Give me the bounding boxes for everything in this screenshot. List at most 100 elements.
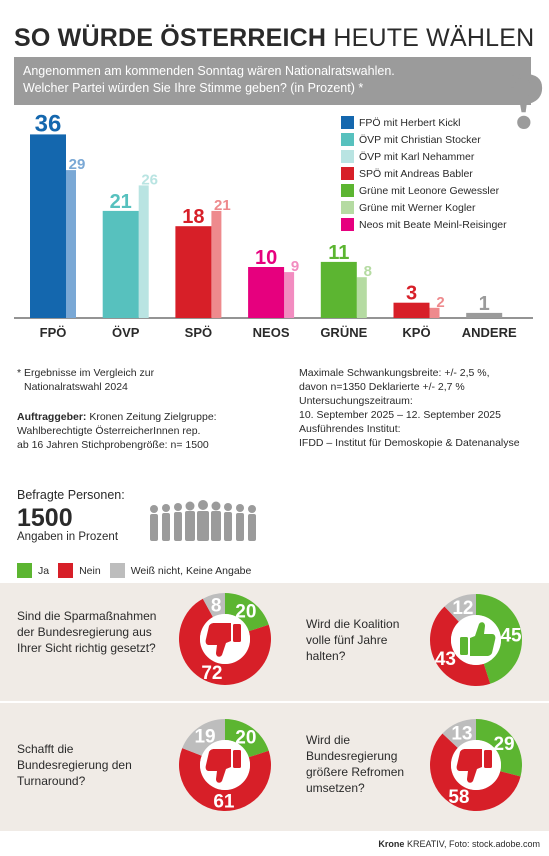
people-group-icon: [150, 500, 256, 541]
legend-swatch: [341, 116, 354, 129]
bar-previous: [211, 210, 222, 318]
donut-slice: [179, 748, 271, 811]
bar-previous: [138, 185, 149, 318]
donut-value-label: 72: [201, 663, 222, 684]
response-legend-swatch: [58, 563, 74, 578]
donut-value-label: 20: [235, 727, 256, 748]
bar-current-label: 18: [182, 206, 204, 228]
donut-slice: [225, 593, 269, 632]
donut-value-label: 29: [493, 734, 514, 755]
legend-swatch: [341, 167, 354, 180]
thumbs-down-icon: [456, 749, 492, 783]
bar-previous-label: 8: [364, 263, 372, 280]
legend-item: Neos mit Beate Meinl-Reisinger: [341, 216, 507, 233]
thumbs-up-icon: [460, 622, 496, 656]
donut-value-label: 45: [500, 625, 522, 646]
donut-value-label: 12: [452, 598, 473, 619]
legend-item: ÖVP mit Karl Nehammer: [341, 148, 507, 165]
legend-item: Grüne mit Leonore Gewessler: [341, 182, 507, 199]
donut-slice: [202, 593, 225, 618]
donut-slice: [476, 594, 522, 684]
legend-swatch: [341, 184, 354, 197]
donut-value-label: 61: [213, 791, 235, 812]
response-legend-item: Weiß nicht, Keine Angabe: [109, 563, 252, 578]
response-legend-label: Ja: [38, 564, 50, 577]
question-coalition: Wird die Koalition volle fünf Jahre halt…: [306, 617, 400, 663]
bar-previous-label: 26: [141, 171, 158, 188]
bar-current: [30, 134, 66, 318]
legend-label: FPÖ mit Herbert Kickl: [359, 116, 461, 129]
comparison-note-line-2: Nationalratswahl 2024: [24, 381, 128, 393]
response-legend-swatch: [17, 563, 32, 578]
bar-previous: [284, 272, 295, 318]
donut-value-label: 43: [435, 649, 456, 670]
legend-label: Neos mit Beate Meinl-Reisinger: [359, 218, 507, 231]
response-legend-item: Ja: [17, 563, 49, 578]
period-label: Untersuchungszeitraum:: [299, 395, 413, 407]
method-note: Maximale Schwankungsbreite: +/- 2,5 %, d…: [299, 366, 520, 450]
bar-current: [175, 226, 212, 318]
bar-previous: [66, 170, 76, 318]
bar-current: [248, 267, 285, 318]
bar-current-label: 11: [328, 242, 349, 264]
legend-label: Grüne mit Leonore Gewessler: [359, 184, 500, 197]
page-title: SO WÜRDE ÖSTERREICH HEUTE WÄHLEN: [14, 24, 534, 53]
donut-value-label: 19: [194, 727, 215, 748]
question-mark-icon: ?: [506, 55, 547, 146]
respondents-value: 1500: [17, 504, 73, 532]
bar-previous-label: 9: [291, 258, 299, 275]
credits-text: KREATIV, Foto: stock.adobe.com: [404, 839, 540, 849]
legend-swatch: [341, 133, 354, 146]
donut-slice: [476, 719, 522, 777]
margin-line-2: davon n=1350 Deklarierte +/- 2,7 %: [299, 381, 465, 393]
client-label: Auftraggeber:: [17, 411, 87, 423]
legend-item: ÖVP mit Christian Stocker: [341, 131, 507, 148]
margin-line-1: Maximale Schwankungsbreite: +/- 2,5 %,: [299, 367, 490, 379]
respondents-label: Befragte Personen:: [17, 488, 125, 502]
thumbs-down-icon: [205, 623, 241, 657]
donut-slice: [225, 719, 269, 758]
bar-current: [102, 210, 139, 318]
response-legend: Ja Nein Weiß nicht, Keine Angabe: [17, 563, 260, 578]
client-value: Kronen Zeitung Zielgruppe:: [86, 411, 217, 423]
institute-value: IFDD – Institut für Demoskopie & Datenan…: [299, 437, 520, 449]
target-group-line-2: Wahlberechtigte ÖsterreicherInnen rep.: [17, 425, 201, 437]
legend-label: ÖVP mit Karl Nehammer: [359, 150, 475, 163]
reforms-donut: 29 58 13: [430, 719, 522, 811]
comparison-note: * Ergebnisse im Vergleich zur Nationalra…: [17, 366, 154, 394]
donut-slice: [442, 719, 476, 748]
period-value: 10. September 2025 – 12. September 2025: [299, 409, 501, 421]
bar-current-label: 10: [255, 247, 277, 269]
legend-label: ÖVP mit Christian Stocker: [359, 133, 481, 146]
bar-previous: [429, 307, 440, 318]
question-reforms: Wird die Bundesregierung größere Refrome…: [306, 733, 405, 795]
austerity-donut: 20 72 8: [179, 593, 271, 685]
donut-value-label: 20: [235, 601, 256, 622]
legend-label: SPÖ mit Andreas Babler: [359, 167, 473, 180]
donut-slice: [179, 598, 271, 685]
category-label: SPÖ: [185, 325, 212, 340]
category-label: ÖVP: [112, 325, 140, 340]
response-legend-label: Weiß nicht, Keine Angabe: [130, 564, 252, 577]
legend-item: SPÖ mit Andreas Babler: [341, 165, 507, 182]
response-legend-label: Nein: [79, 564, 101, 577]
institute-label: Ausführendes Institut:: [299, 423, 401, 435]
party-bar-chart: 29 36 FPÖ 26 21 ÖVP 21 18 SPÖ 9 10 NEOS 8 11 GRÜNE 2 3 KP…: [14, 110, 533, 340]
legend-label: Grüne mit Werner Kogler: [359, 201, 476, 214]
bar-current-label: 21: [110, 191, 132, 213]
donut-value-label: 13: [451, 723, 472, 744]
question-line-1: Angenommen am kommenden Sonntag wären Na…: [23, 64, 395, 78]
category-label: FPÖ: [40, 325, 67, 340]
question-turnaround: Schafft die Bundesregierung den Turnarou…: [17, 742, 132, 788]
category-label: KPÖ: [402, 325, 430, 340]
question-line-2: Welcher Partei würden Sie Ihre Stimme ge…: [23, 81, 364, 95]
comparison-note-line-1: * Ergebnisse im Vergleich zur: [17, 367, 155, 379]
thumbs-down-icon: [205, 749, 241, 783]
bar-current: [466, 312, 503, 318]
turnaround-donut: 20 61 19: [179, 719, 271, 812]
question-austerity: Sind die Sparmaßnahmen der Bundesregieru…: [17, 609, 157, 655]
bar-current-label: 1: [479, 293, 490, 315]
bar-current: [393, 302, 430, 318]
legend-item: FPÖ mit Herbert Kickl: [341, 114, 507, 131]
donut-slice: [430, 606, 491, 686]
